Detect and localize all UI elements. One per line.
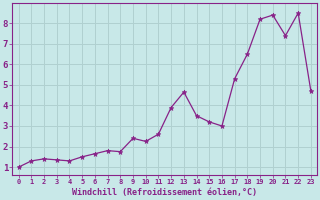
X-axis label: Windchill (Refroidissement éolien,°C): Windchill (Refroidissement éolien,°C) [72,188,257,197]
